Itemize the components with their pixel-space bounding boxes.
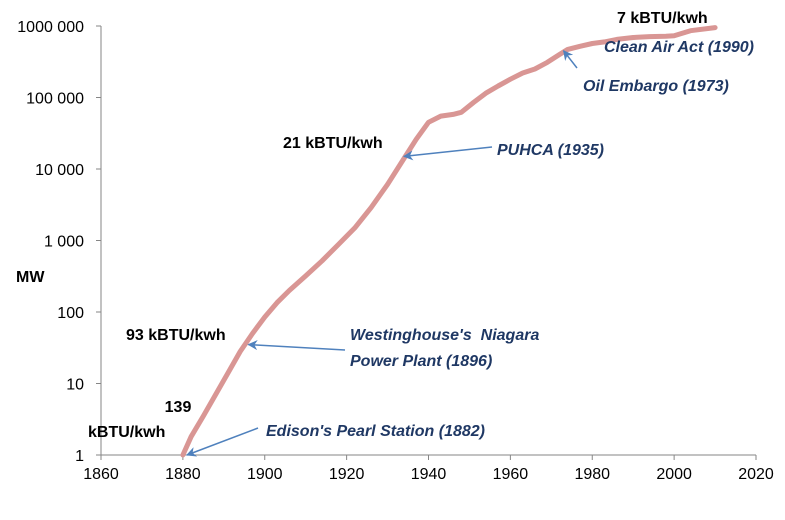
efficiency-label-1935: 21 kBTU/kwh xyxy=(283,135,383,152)
annotation-arrow xyxy=(562,50,578,69)
x-tick-label: 1980 xyxy=(574,466,610,483)
x-axis-ticks: 1860 1880 1900 1920 1940 1960 1980 2000 2020 xyxy=(83,455,774,483)
event-annotations: Edison's Pearl Station (1882) Westinghou… xyxy=(266,39,754,440)
event-label-pearl-station: Edison's Pearl Station (1882) xyxy=(266,423,485,440)
efficiency-label-1880-unit: kBTU/kwh xyxy=(88,424,165,441)
annotation-arrow xyxy=(402,146,493,161)
annotation-arrow xyxy=(186,427,259,457)
series-layer xyxy=(180,25,718,458)
annotation-arrow xyxy=(247,340,346,351)
event-label-clean-air-act: Clean Air Act (1990) xyxy=(604,39,754,56)
efficiency-label-1990: 7 kBTU/kwh xyxy=(617,10,708,27)
event-label-oil-embargo: Oil Embargo (1973) xyxy=(583,78,729,95)
y-tick-label: 100 xyxy=(57,305,84,322)
x-tick-label: 2020 xyxy=(738,466,774,483)
series-line xyxy=(180,25,718,458)
y-tick-label: 100 000 xyxy=(26,91,84,108)
event-label-niagara-line2: Power Plant (1896) xyxy=(350,353,492,370)
x-tick-label: 2000 xyxy=(656,466,692,483)
x-tick-label: 1960 xyxy=(493,466,529,483)
efficiency-label-1880: 139 xyxy=(165,399,192,416)
y-tick-label: 1 000 xyxy=(44,234,84,251)
efficiency-labels: 139 kBTU/kwh 93 kBTU/kwh 21 kBTU/kwh 7 k… xyxy=(88,10,708,441)
y-tick-label: 10 000 xyxy=(35,162,84,179)
x-tick-label: 1920 xyxy=(329,466,365,483)
x-tick-label: 1880 xyxy=(165,466,201,483)
annotation-arrows xyxy=(186,50,578,457)
x-tick-label: 1940 xyxy=(411,466,447,483)
y-tick-label: 1 xyxy=(75,448,84,465)
event-label-puhca: PUHCA (1935) xyxy=(497,142,604,159)
x-tick-label: 1860 xyxy=(83,466,119,483)
y-axis-ticks: 1 10 100 1 000 10 000 100 000 1000 000 xyxy=(17,19,101,465)
y-tick-label: 10 xyxy=(66,377,84,394)
x-tick-label: 1900 xyxy=(247,466,283,483)
efficiency-label-1896: 93 kBTU/kwh xyxy=(126,327,226,344)
event-label-niagara-line1: Westinghouse's Niagara xyxy=(350,327,539,344)
y-axis-label: MW xyxy=(16,269,45,286)
plot-area: 1860 1880 1900 1920 1940 1960 1980 2000 2020 1 10… xyxy=(17,19,774,483)
y-tick-label: 1000 000 xyxy=(17,19,84,36)
